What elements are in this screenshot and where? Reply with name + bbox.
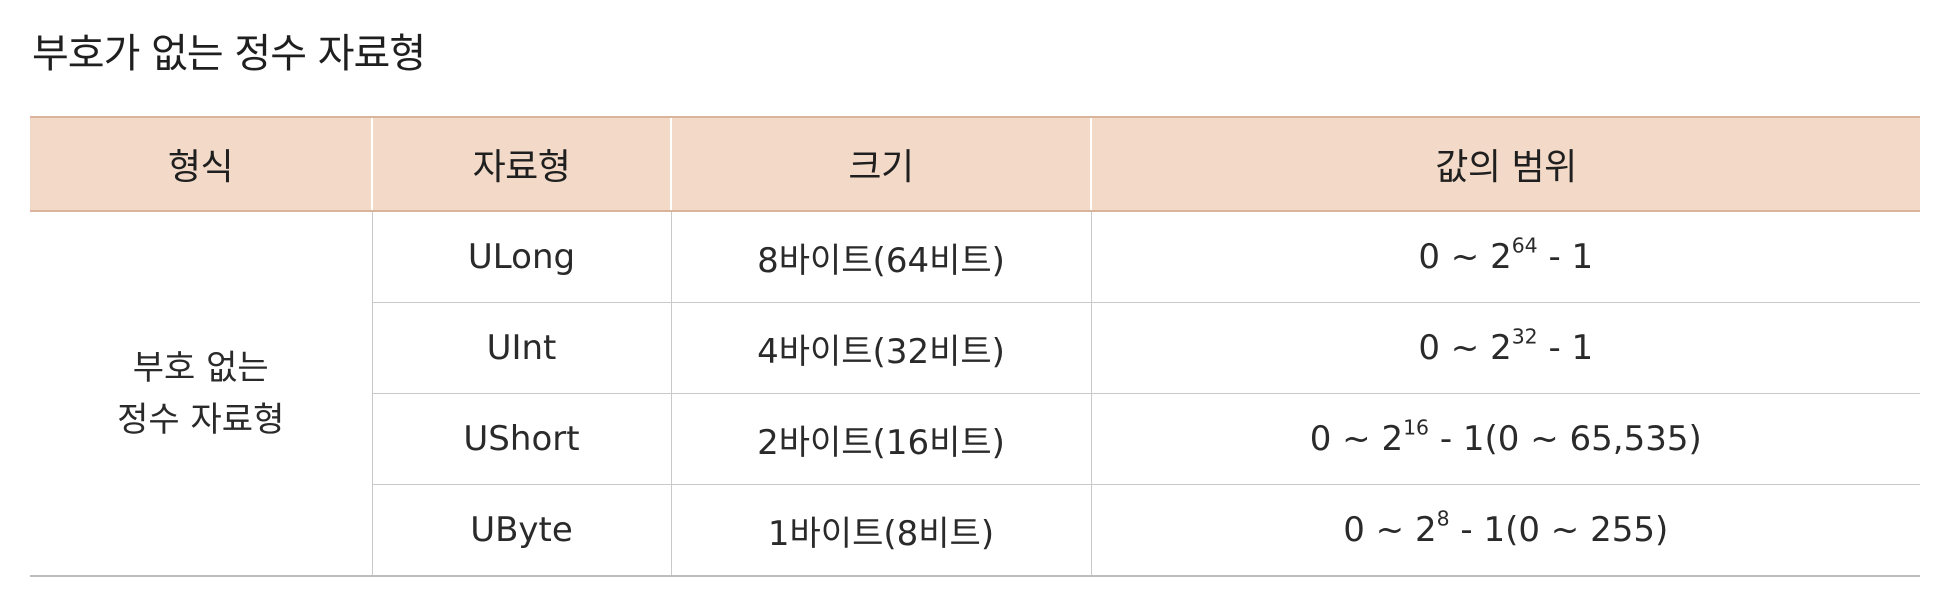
type-cell: ULong [371, 211, 671, 303]
size-cell: 2바이트(16비트) [670, 393, 1091, 485]
size-cell: 1바이트(8비트) [670, 484, 1091, 577]
type-cell: UShort [371, 393, 671, 485]
range-cell: 0 ~ 232 - 1 [1090, 302, 1920, 394]
size-cell: 8바이트(64비트) [670, 211, 1091, 303]
type-cell: UByte [371, 484, 671, 577]
format-cell: 부호 없는 정수 자료형 [30, 211, 372, 577]
size-cell: 4바이트(32비트) [670, 302, 1091, 394]
table-row: 부호 없는 정수 자료형 ULong 8바이트(64비트) 0 ~ 264 - … [30, 211, 1920, 577]
header-format: 형식 [30, 116, 372, 212]
range-base: 0 ~ 2 [1343, 510, 1437, 550]
header-value-range: 값의 범위 [1090, 116, 1920, 212]
table-row: UShort 2바이트(16비트) 0 ~ 216 - 1(0 ~ 65,535… [30, 393, 1920, 485]
range-exponent: 16 [1403, 415, 1430, 440]
range-cell: 0 ~ 264 - 1 [1090, 211, 1920, 303]
type-cell: UInt [371, 302, 671, 394]
range-exponent: 8 [1436, 506, 1450, 531]
header-data-type: 자료형 [371, 116, 671, 212]
table-row: UByte 1바이트(8비트) 0 ~ 28 - 1(0 ~ 255) [30, 484, 1920, 577]
range-cell: 0 ~ 216 - 1(0 ~ 65,535) [1090, 393, 1920, 485]
range-tail: - 1 [1537, 237, 1594, 277]
format-line: 부호 없는 [132, 347, 269, 388]
range-tail: - 1 [1537, 328, 1594, 368]
range-base: 0 ~ 2 [1418, 237, 1512, 277]
range-tail: - 1(0 ~ 255) [1449, 510, 1669, 550]
table-row: UInt 4바이트(32비트) 0 ~ 232 - 1 [30, 302, 1920, 394]
page-title: 부호가 없는 정수 자료형 [32, 31, 426, 77]
range-tail: - 1(0 ~ 65,535) [1429, 419, 1702, 459]
range-exponent: 32 [1511, 324, 1538, 349]
header-size: 크기 [670, 116, 1091, 212]
range-base: 0 ~ 2 [1418, 328, 1512, 368]
range-cell: 0 ~ 28 - 1(0 ~ 255) [1090, 484, 1920, 577]
format-line: 정수 자료형 [117, 399, 285, 440]
range-base: 0 ~ 2 [1309, 419, 1404, 459]
unsigned-integer-types-table: 형식 자료형 크기 값의 범위 부호 없는 정수 자료형 ULong 8바이트(… [30, 116, 1920, 577]
range-exponent: 64 [1511, 233, 1538, 258]
table-header-row: 형식 자료형 크기 값의 범위 [30, 116, 1920, 212]
